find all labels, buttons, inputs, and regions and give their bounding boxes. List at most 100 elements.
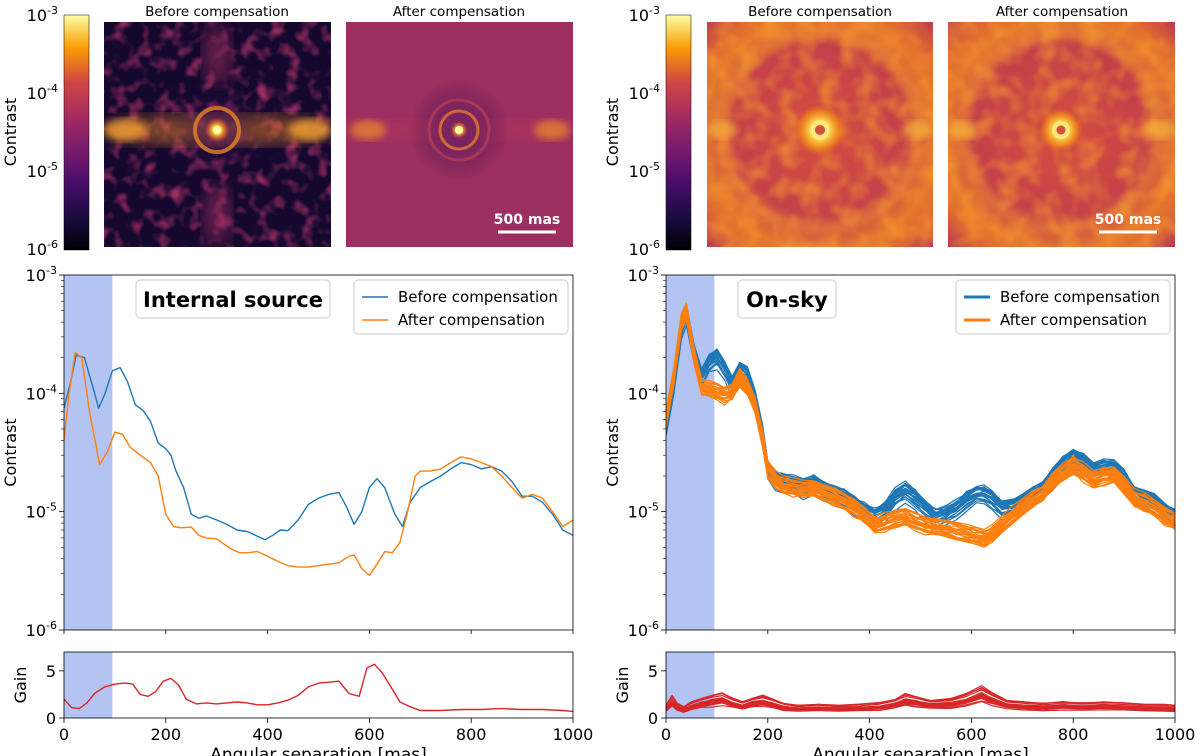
series-line [666,307,1175,535]
onsky-colorbar-label: Contrast [603,98,622,166]
legend-box [353,279,569,335]
internal-cbar-tick-1e-3: 10-3 [27,4,58,25]
onsky-after-image [948,22,1175,247]
plot-frame [665,274,1176,631]
series-line [64,663,573,713]
xtick-label: 0 [59,725,69,744]
ytick-label: 10-3 [26,264,57,285]
series-line [64,352,573,576]
chart-title-box [737,279,837,319]
onsky-image-row: Contrast 10-3 10-4 10-5 10-6 Before comp… [603,4,1175,259]
series-line [64,354,573,541]
internal-colorbar-ticks: 10-3 10-4 10-5 10-6 [27,4,58,259]
internal-scalebar-label: 500 mas [494,212,560,228]
series-line [666,309,1175,540]
onsky-cbar-tick-1e-6: 10-6 [629,238,660,259]
onsky-cbar-tick-1e-5: 10-5 [629,160,660,181]
series-line [666,316,1175,546]
series-after [666,302,1175,548]
xtick-label: 200 [151,725,182,744]
plot-frame [665,651,1176,719]
onsky-colorbar-ticks: 10-3 10-4 10-5 10-6 [629,4,660,259]
ytick-label: 10-5 [26,501,57,522]
internal-cbar-tick-1e-4: 10-4 [27,82,58,103]
internal-colorbar-label: Contrast [1,98,20,166]
series-line [666,317,1175,525]
series-line [666,692,1175,710]
internal-cbar-tick-1e-5: 10-5 [27,160,58,181]
internal-after-title: After compensation [393,4,525,20]
xtick-label: 0 [661,725,671,744]
ytick-label: 5 [46,662,56,681]
x-axis-label: Angular separation [mas] [812,745,1029,756]
legend-box [955,279,1171,335]
internal-cbar-tick-1e-6: 10-6 [27,238,58,259]
series-line [666,306,1175,532]
internal-gain-plot: 0 5 Gain 0 200 400 600 800 1000 Angular separatio… [11,651,594,756]
y-axis-label: Gain [11,667,30,704]
ytick-label: 5 [648,662,658,681]
series-before [64,354,573,541]
series-line [666,687,1175,708]
xtick-label: 1000 [553,725,594,744]
series-gain [64,663,573,713]
xtick-label: 800 [456,725,487,744]
series-line [666,315,1175,521]
xtick-label: 400 [252,725,283,744]
series-line [666,695,1175,711]
shaded-region [64,275,113,630]
y-axis-label: Contrast [1,418,20,486]
onsky-gain-plot: 0 5 Gain 0 200 400 600 800 1000 Angular separatio… [613,651,1196,756]
ytick-label: 0 [648,709,658,728]
series-line [666,697,1175,712]
series-line [666,312,1175,520]
series-after [64,352,573,576]
xtick-label: 400 [854,725,885,744]
series-line [666,308,1175,519]
legend-label-after: After compensation [1000,311,1147,329]
onsky-contrast-plot: 10-3 10-4 10-5 10-6 Contrast On-sky Before com… [603,264,1176,640]
xtick-label: 200 [753,725,784,744]
y-axis-label: Contrast [603,418,622,486]
legend-label-after: After compensation [398,311,545,329]
series-line [666,304,1175,515]
series-line [666,700,1175,713]
series-line [666,317,1175,524]
xtick-label: 600 [956,725,987,744]
onsky-before-title: Before compensation [748,4,892,20]
ytick-label: 10-6 [26,619,57,640]
chart-title: On-sky [746,288,828,312]
series-line [666,689,1175,709]
internal-before-image [104,22,331,247]
internal-image-row: Contrast 10-3 10-4 10-5 10-6 Before comp… [1,4,573,259]
chart-title: Internal source [143,288,323,312]
ytick-label: 10-3 [628,264,659,285]
series-line [666,320,1175,525]
internal-before-title: Before compensation [145,4,289,20]
internal-after-image [346,22,573,247]
onsky-cbar-tick-1e-4: 10-4 [629,82,660,103]
x-axis-label: Angular separation [mas] [210,745,427,756]
ytick-label: 10-5 [628,501,659,522]
chart-title-box [135,279,331,319]
y-axis-label: Gain [613,667,632,704]
onsky-before-image [707,22,933,247]
ytick-label: 10-6 [628,619,659,640]
onsky-colorbar [665,14,692,251]
ytick-label: 10-4 [26,382,57,403]
internal-contrast-plot: 10-3 10-4 10-5 10-6 Contrast Internal source B… [1,264,574,640]
ytick-label: 0 [46,709,56,728]
onsky-scalebar-label: 500 mas [1095,212,1161,228]
ytick-label: 10-4 [628,382,659,403]
xtick-label: 600 [354,725,385,744]
series-line [666,316,1175,523]
onsky-after-title: After compensation [996,4,1128,20]
onsky-cbar-tick-1e-3: 10-3 [629,4,660,25]
legend-label-before: Before compensation [398,288,558,306]
legend-label-before: Before compensation [1000,288,1160,306]
xtick-label: 1000 [1155,725,1196,744]
plot-frame [63,651,574,719]
plot-frame [63,274,574,631]
series-before [666,304,1175,530]
